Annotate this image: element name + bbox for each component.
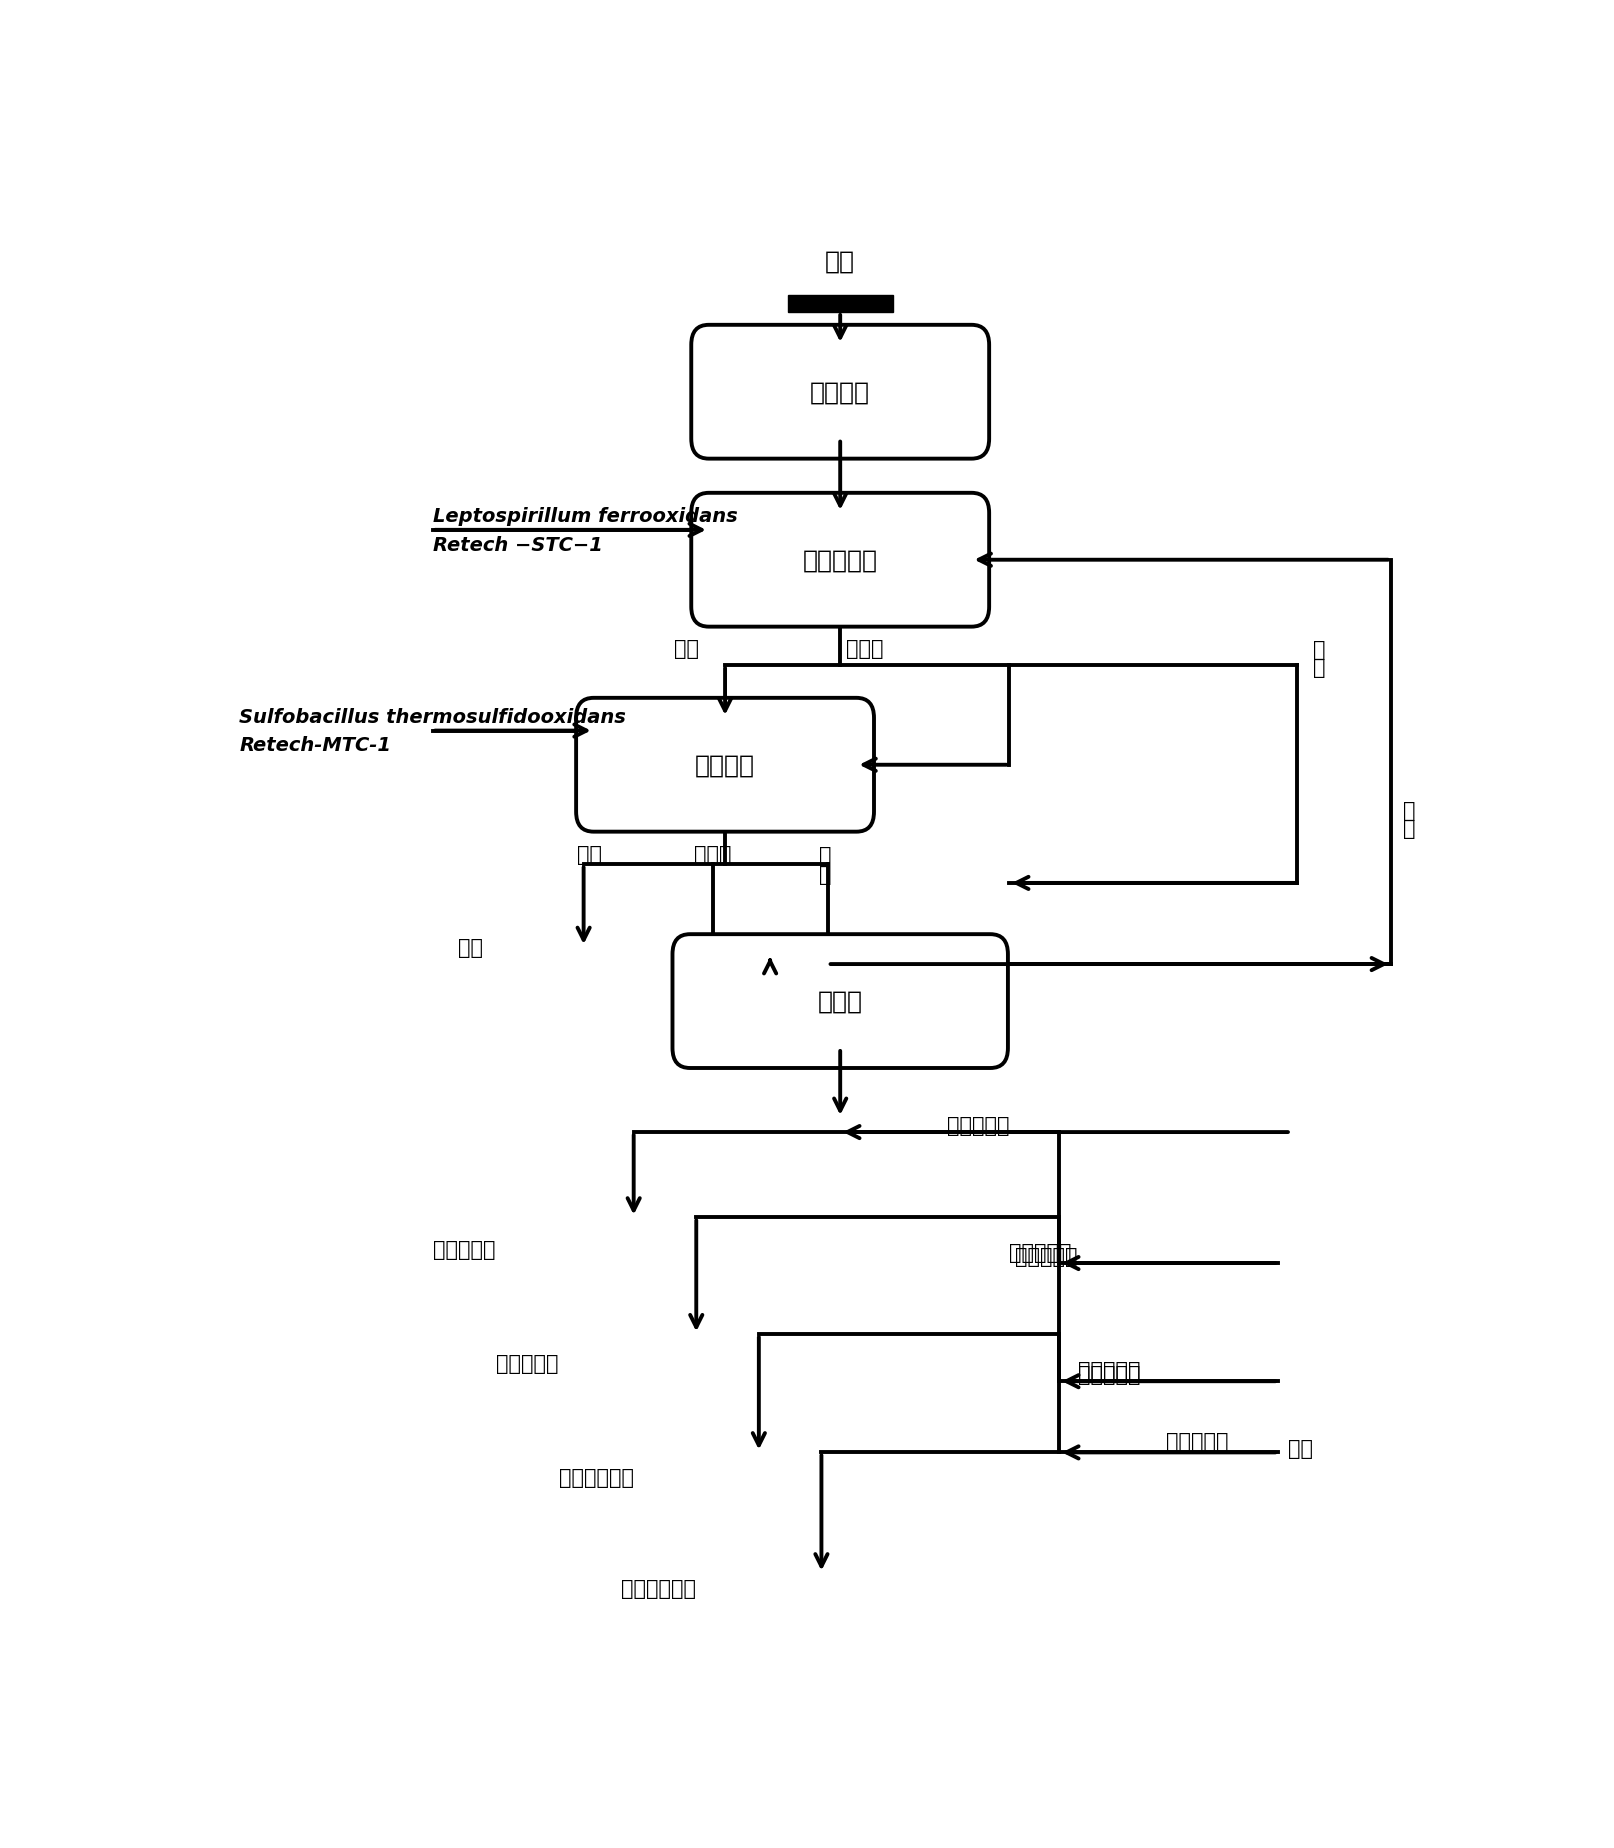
Text: 硫化钠溶液: 硫化钠溶液: [1165, 1430, 1227, 1451]
Text: 硫化铜沉淠: 硫化铜沉淠: [433, 1240, 495, 1258]
Text: 硫化钓溶液: 硫化钓溶液: [1078, 1364, 1139, 1384]
Text: 石灰: 石灰: [1288, 1438, 1312, 1458]
Text: Retech −STC−1: Retech −STC−1: [433, 536, 604, 554]
Text: 堆存: 堆存: [458, 937, 483, 957]
Text: 浸渣: 浸渣: [673, 639, 699, 658]
FancyBboxPatch shape: [691, 493, 988, 626]
FancyBboxPatch shape: [671, 935, 1007, 1068]
Text: 硫化钠溶液: 硫化钠溶液: [1078, 1360, 1139, 1380]
Bar: [788, 296, 893, 312]
Text: 硫化钓溶液: 硫化钓溶液: [946, 1116, 1009, 1135]
Text: 浸出液: 浸出液: [846, 639, 883, 658]
Text: Leptospirillum ferrooxidans: Leptospirillum ferrooxidans: [433, 506, 738, 527]
Text: Sulfobacillus thermosulfidooxidans: Sulfobacillus thermosulfidooxidans: [239, 708, 626, 726]
Text: 选择性浸出: 选择性浸出: [802, 549, 876, 573]
Text: 浸出液: 浸出液: [694, 845, 731, 865]
Text: 硫化镁鬺沉淠: 硫化镁鬺沉淠: [558, 1467, 633, 1488]
Text: 返
液: 返 液: [1403, 800, 1415, 839]
FancyBboxPatch shape: [576, 699, 873, 832]
Text: Retech-MTC-1: Retech-MTC-1: [239, 736, 391, 754]
FancyBboxPatch shape: [691, 325, 988, 460]
Text: 原矿: 原矿: [825, 249, 855, 274]
Text: 返
液: 返 液: [818, 846, 831, 883]
Text: 浸渣: 浸渣: [578, 845, 602, 865]
Text: 矿石筑堆: 矿石筑堆: [810, 381, 870, 405]
Text: 集液池: 集液池: [817, 989, 862, 1013]
Text: 硫化钓溶液: 硫化钓溶液: [1015, 1246, 1077, 1266]
Text: 氢氧化铁沉淠: 氢氧化铁沉淠: [621, 1578, 696, 1599]
Text: 浸渣再浸: 浸渣再浸: [694, 754, 755, 778]
Text: 硫化钠溶液: 硫化钠溶液: [1009, 1242, 1072, 1262]
Text: 硫化锤沉淠: 硫化锤沉淠: [495, 1353, 558, 1373]
Text: 返
液: 返 液: [1312, 639, 1325, 678]
